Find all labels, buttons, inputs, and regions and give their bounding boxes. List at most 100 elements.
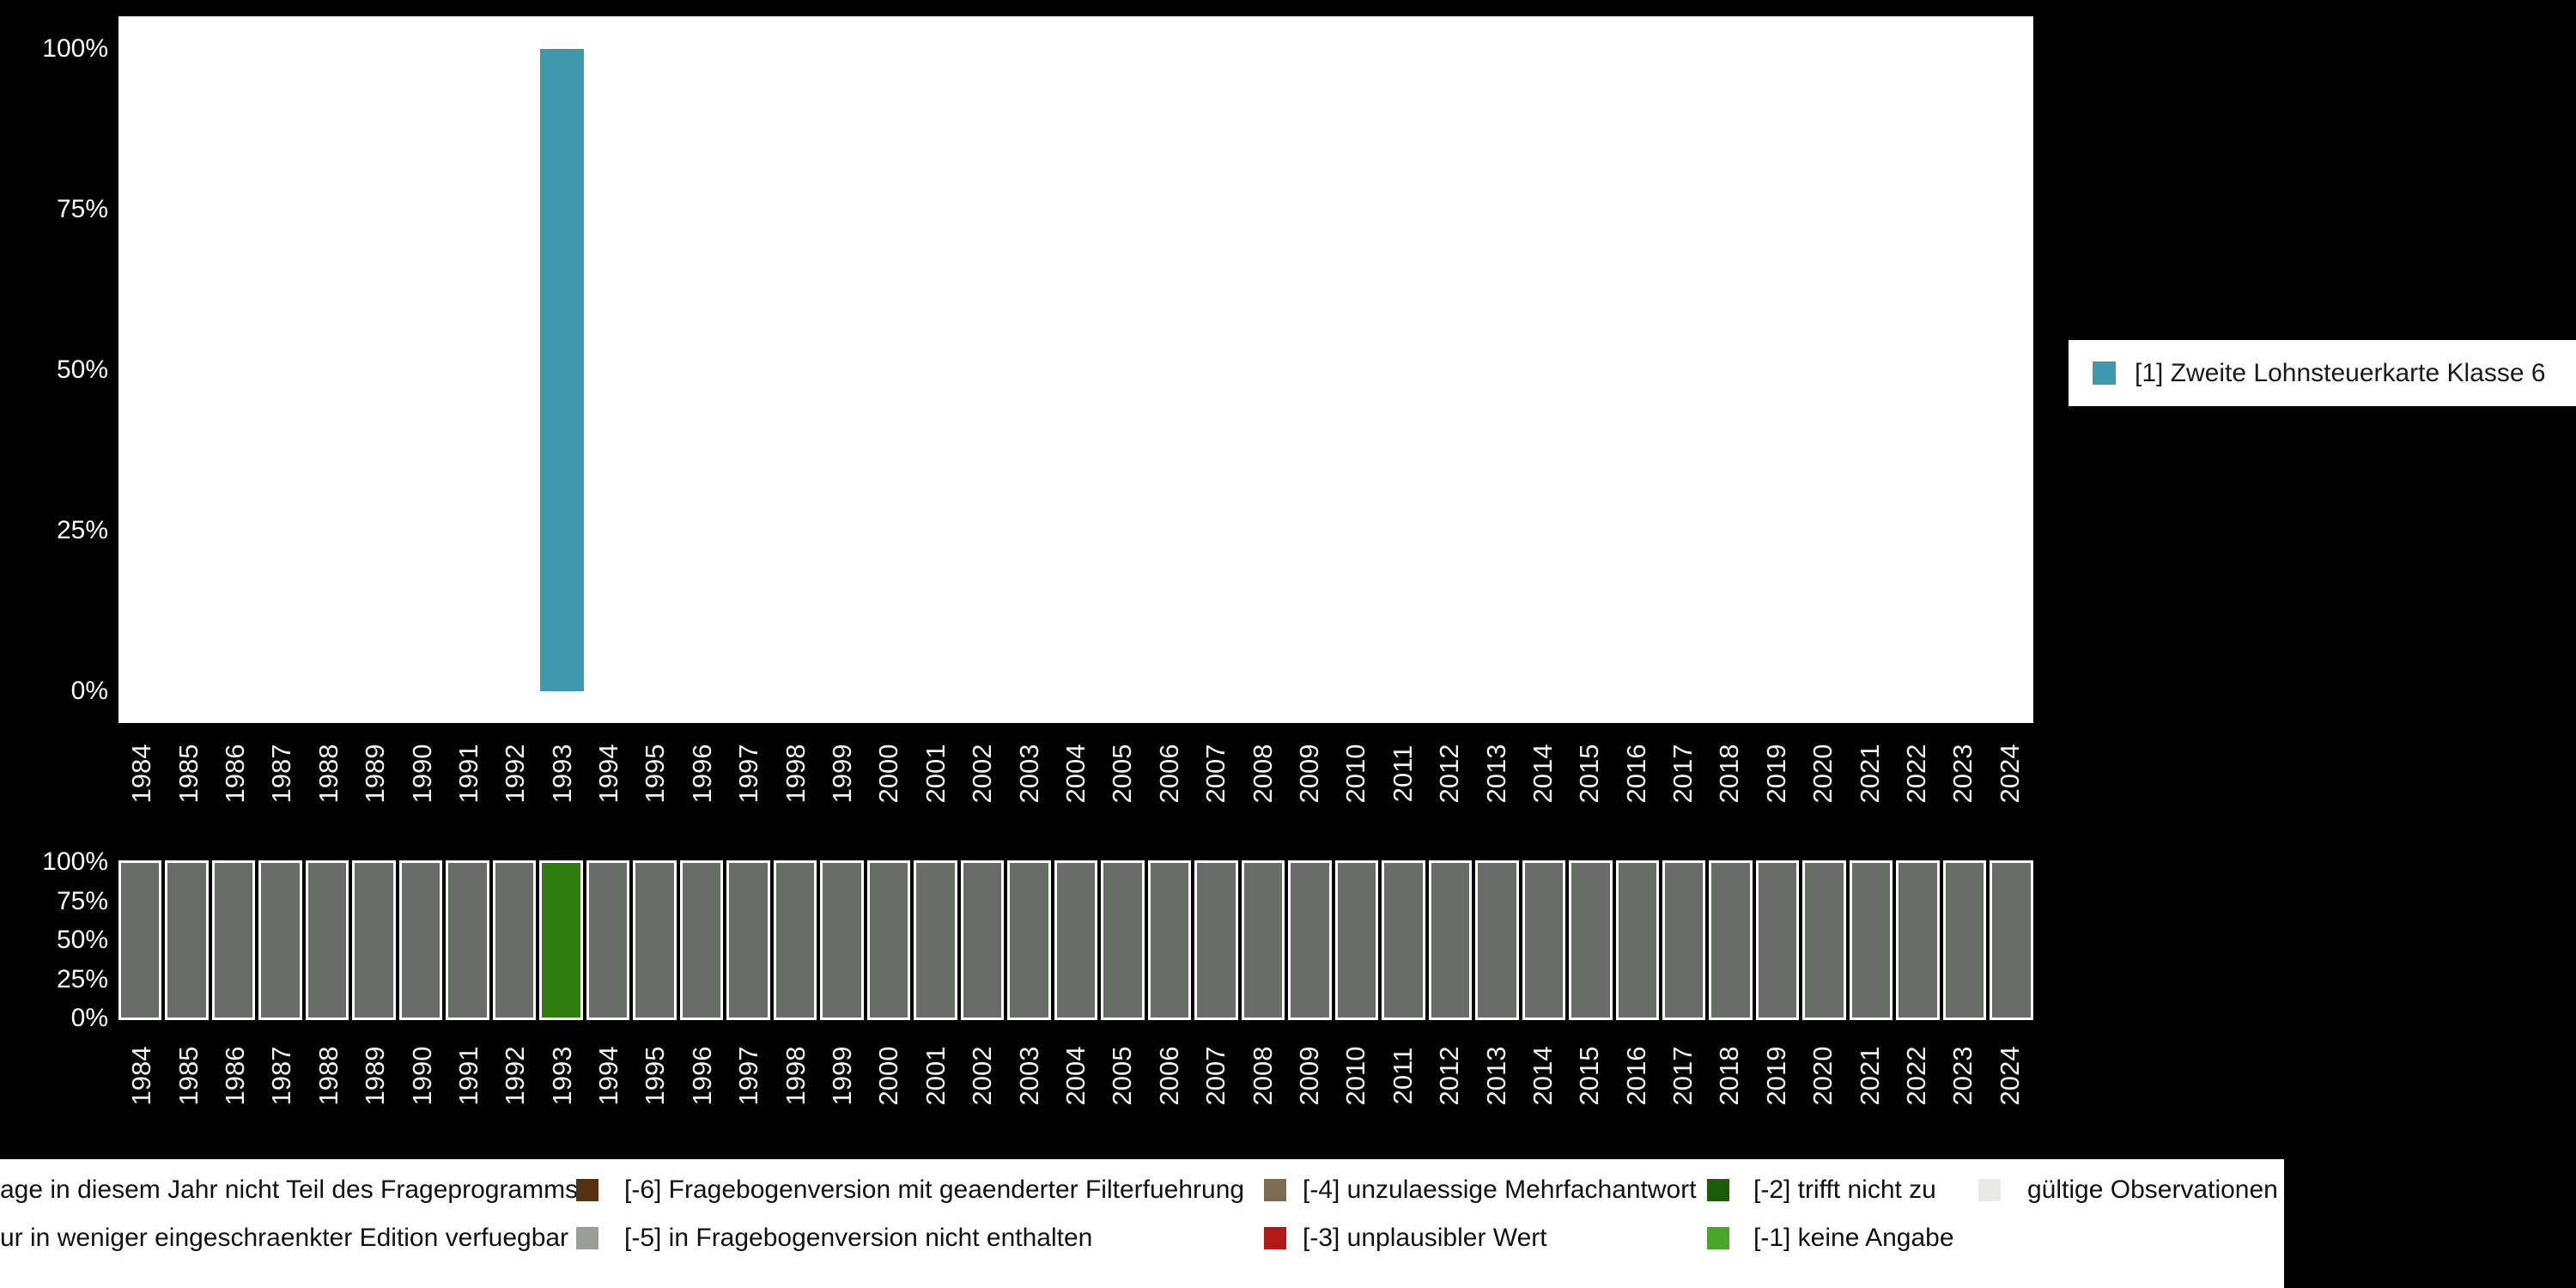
x-tick-1996: 1996 — [686, 744, 717, 804]
legend-swatch-icon — [576, 1179, 598, 1201]
top-y-tick: 75% — [56, 195, 108, 223]
bottom-x-axis: 1984 1985 1986 1987 1988 1989 1990 1991 1992 1993… — [118, 1030, 2033, 1121]
bottom-bar-1986 — [211, 860, 256, 1020]
x-tick-1990: 1990 — [406, 744, 437, 804]
legend-swatch-icon — [1264, 1227, 1286, 1249]
x-tick-2016: 2016 — [1620, 744, 1651, 804]
x-tick-2020: 2020 — [1807, 744, 1838, 804]
x-tick-2019: 2019 — [1760, 1046, 1791, 1106]
x-tick-1988: 1988 — [313, 744, 343, 804]
x-tick-2017: 2017 — [1668, 1046, 1698, 1106]
x-tick-2004: 2004 — [1060, 1046, 1091, 1106]
x-tick-1986: 1986 — [219, 1046, 250, 1106]
x-tick-2003: 2003 — [1013, 744, 1044, 804]
x-tick-1992: 1992 — [500, 1046, 531, 1106]
bottom-bar-1997 — [726, 860, 770, 1020]
x-tick-2002: 2002 — [967, 1046, 998, 1106]
x-tick-2024: 2024 — [1994, 1046, 2025, 1106]
bottom-bar-2012 — [1428, 860, 1473, 1020]
x-tick-2021: 2021 — [1854, 1046, 1885, 1106]
x-tick-2019: 2019 — [1760, 744, 1791, 804]
bottom-bar-1991 — [446, 860, 489, 1020]
bottom-bar-2008 — [1241, 860, 1285, 1020]
x-tick-1997: 1997 — [733, 744, 764, 804]
x-tick-2011: 2011 — [1387, 744, 1418, 803]
legend-item-label: [-1] keine Angabe — [1753, 1224, 1954, 1252]
bottom-y-tick: 50% — [56, 926, 108, 954]
bottom-bar-1987 — [258, 860, 302, 1020]
x-tick-2002: 2002 — [967, 744, 998, 804]
bottom-bar-2015 — [1569, 860, 1613, 1020]
x-tick-2004: 2004 — [1060, 744, 1091, 804]
legend-swatch-icon — [1707, 1179, 1729, 1201]
x-tick-2014: 2014 — [1527, 1046, 1558, 1106]
top-y-tick: 0% — [70, 677, 108, 705]
x-tick-1994: 1994 — [593, 744, 624, 804]
bottom-bar-2022 — [1896, 860, 1940, 1020]
bottom-bar-2016 — [1615, 860, 1659, 1020]
bottom-bar-2006 — [1147, 860, 1192, 1020]
x-tick-2001: 2001 — [920, 1046, 951, 1106]
top-legend: [1] Zweite Lohnsteuerkarte Klasse 6 — [2069, 340, 2576, 406]
x-tick-1999: 1999 — [827, 1046, 858, 1106]
bottom-bar-1996 — [679, 860, 724, 1020]
bottom-legend: age in diesem Jahr nicht Teil des Fragep… — [0, 1159, 2284, 1288]
top-y-tick: 25% — [56, 516, 108, 544]
bottom-bar-2024 — [1990, 860, 2033, 1020]
bottom-y-tick: 75% — [56, 886, 108, 915]
x-tick-2009: 2009 — [1293, 1046, 1324, 1106]
x-tick-2007: 2007 — [1200, 744, 1231, 804]
x-tick-2022: 2022 — [1901, 744, 1932, 804]
x-tick-2013: 2013 — [1480, 744, 1511, 804]
x-tick-1998: 1998 — [780, 1046, 811, 1106]
x-tick-2018: 2018 — [1714, 1046, 1745, 1106]
bottom-bar-2003 — [1007, 860, 1051, 1020]
top-bar-1993 — [540, 49, 585, 691]
x-tick-2005: 2005 — [1107, 1046, 1138, 1106]
bottom-bar-2005 — [1101, 860, 1145, 1020]
x-tick-2016: 2016 — [1620, 1046, 1651, 1106]
x-tick-2018: 2018 — [1714, 744, 1745, 804]
top-plot — [118, 16, 2033, 723]
x-tick-1992: 1992 — [500, 744, 531, 804]
x-tick-2001: 2001 — [920, 744, 951, 804]
x-tick-2012: 2012 — [1434, 744, 1465, 804]
bottom-bar-2017 — [1662, 860, 1706, 1020]
x-tick-2012: 2012 — [1434, 1046, 1465, 1106]
bottom-y-tick: 25% — [56, 964, 108, 993]
bottom-bar-2010 — [1334, 860, 1379, 1020]
x-tick-2003: 2003 — [1013, 1046, 1044, 1106]
bottom-bar-2020 — [1802, 860, 1846, 1020]
x-tick-1995: 1995 — [640, 1046, 671, 1106]
x-tick-2000: 2000 — [873, 744, 904, 804]
x-tick-1987: 1987 — [266, 1046, 297, 1106]
bottom-y-tick: 0% — [70, 1004, 108, 1032]
x-tick-1997: 1997 — [733, 1046, 764, 1106]
bottom-bar-1988 — [305, 860, 349, 1020]
bottom-bar-1995 — [633, 860, 677, 1020]
x-tick-2000: 2000 — [873, 1046, 904, 1106]
x-tick-2021: 2021 — [1854, 744, 1885, 804]
bottom-bar-1999 — [820, 860, 864, 1020]
x-tick-1987: 1987 — [266, 744, 297, 804]
bottom-bar-2018 — [1709, 860, 1753, 1020]
x-tick-2024: 2024 — [1994, 744, 2025, 804]
x-tick-2007: 2007 — [1200, 1046, 1231, 1106]
x-tick-1984: 1984 — [126, 1046, 157, 1106]
x-tick-2005: 2005 — [1107, 744, 1138, 804]
x-tick-1985: 1985 — [173, 1046, 204, 1106]
bottom-bar-2014 — [1522, 860, 1566, 1020]
legend-swatch-icon — [1264, 1179, 1286, 1201]
legend-item-label: ur in weniger eingeschraenkter Edition v… — [0, 1224, 569, 1252]
bottom-plot — [118, 860, 2033, 1020]
x-tick-1993: 1993 — [546, 1046, 577, 1106]
legend-item-label: [-4] unzulaessige Mehrfachantwort — [1303, 1176, 1697, 1204]
legend-item-label: [-2] trifft nicht zu — [1753, 1176, 1936, 1204]
x-tick-2010: 2010 — [1340, 744, 1371, 804]
x-tick-1996: 1996 — [686, 1046, 717, 1106]
x-tick-2008: 2008 — [1247, 744, 1278, 804]
bottom-bar-1992 — [492, 860, 537, 1020]
x-tick-2011: 2011 — [1387, 1047, 1418, 1105]
x-tick-1989: 1989 — [360, 1046, 391, 1106]
bottom-bar-2023 — [1942, 860, 1987, 1020]
